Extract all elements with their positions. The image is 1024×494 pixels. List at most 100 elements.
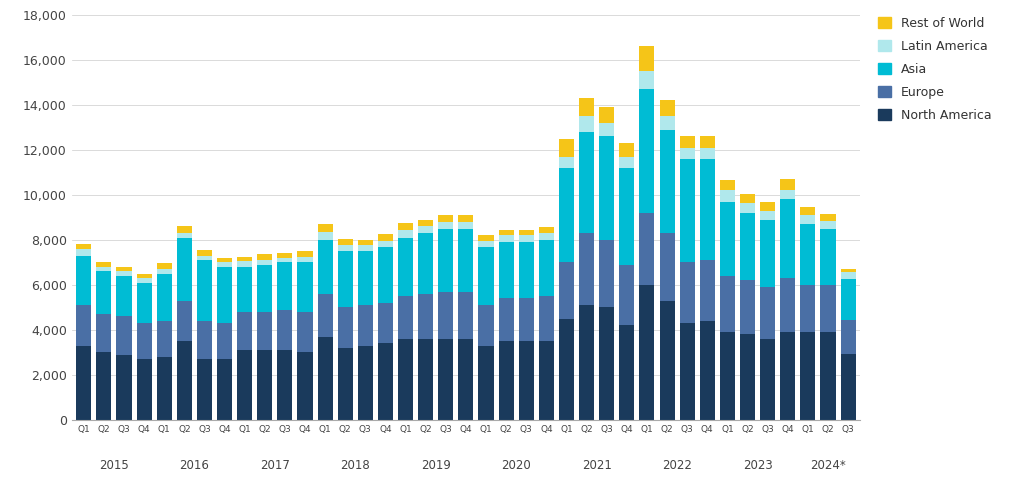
Bar: [378, 241, 393, 247]
Bar: [238, 350, 252, 420]
Bar: [96, 262, 112, 267]
Bar: [499, 298, 514, 341]
Bar: [559, 168, 574, 262]
Bar: [338, 348, 353, 420]
Bar: [699, 159, 715, 260]
Bar: [297, 257, 312, 262]
Text: 2023: 2023: [742, 459, 772, 472]
Bar: [599, 240, 614, 307]
Bar: [76, 255, 91, 305]
Bar: [317, 240, 333, 294]
Text: 2017: 2017: [260, 459, 290, 472]
Text: 2024*: 2024*: [810, 459, 846, 472]
Bar: [398, 339, 413, 420]
Bar: [539, 296, 554, 341]
Bar: [177, 233, 191, 238]
Bar: [720, 276, 735, 332]
Bar: [599, 123, 614, 136]
Bar: [197, 255, 212, 260]
Bar: [357, 240, 373, 246]
Bar: [96, 271, 112, 314]
Bar: [478, 305, 494, 346]
Bar: [197, 359, 212, 420]
Bar: [357, 246, 373, 251]
Bar: [519, 341, 534, 420]
Bar: [76, 305, 91, 346]
Bar: [438, 291, 454, 339]
Bar: [257, 265, 272, 312]
Bar: [720, 180, 735, 190]
Bar: [478, 235, 494, 241]
Bar: [278, 310, 293, 350]
Bar: [217, 359, 232, 420]
Text: 2016: 2016: [179, 459, 209, 472]
Bar: [157, 321, 172, 357]
Bar: [238, 257, 252, 261]
Bar: [740, 203, 755, 213]
Bar: [459, 215, 473, 222]
Bar: [297, 262, 312, 312]
Bar: [398, 223, 413, 230]
Bar: [418, 233, 433, 294]
Bar: [620, 168, 635, 265]
Text: 2022: 2022: [663, 459, 692, 472]
Bar: [801, 207, 815, 215]
Bar: [317, 232, 333, 240]
Legend: Rest of World, Latin America, Asia, Europe, North America: Rest of World, Latin America, Asia, Euro…: [874, 13, 995, 125]
Bar: [157, 269, 172, 274]
Bar: [177, 301, 191, 341]
Bar: [680, 148, 694, 159]
Bar: [418, 294, 433, 339]
Bar: [639, 285, 654, 420]
Bar: [579, 116, 594, 132]
Bar: [278, 262, 293, 310]
Bar: [639, 46, 654, 71]
Bar: [559, 262, 574, 319]
Bar: [620, 143, 635, 157]
Text: 2020: 2020: [502, 459, 531, 472]
Bar: [238, 261, 252, 267]
Bar: [841, 320, 856, 354]
Bar: [820, 332, 836, 420]
Bar: [559, 139, 574, 157]
Bar: [418, 339, 433, 420]
Bar: [659, 301, 675, 420]
Bar: [418, 220, 433, 226]
Bar: [801, 332, 815, 420]
Bar: [579, 132, 594, 233]
Bar: [136, 323, 152, 359]
Bar: [438, 339, 454, 420]
Bar: [820, 285, 836, 332]
Bar: [136, 274, 152, 278]
Bar: [499, 341, 514, 420]
Bar: [620, 157, 635, 168]
Bar: [760, 202, 775, 210]
Bar: [197, 321, 212, 359]
Bar: [740, 334, 755, 420]
Bar: [599, 107, 614, 123]
Bar: [157, 263, 172, 269]
Bar: [136, 283, 152, 323]
Bar: [378, 343, 393, 420]
Bar: [499, 242, 514, 298]
Bar: [841, 269, 856, 273]
Text: 2015: 2015: [99, 459, 129, 472]
Bar: [378, 303, 393, 343]
Text: 2021: 2021: [582, 459, 611, 472]
Bar: [217, 258, 232, 262]
Bar: [459, 291, 473, 339]
Bar: [559, 157, 574, 168]
Bar: [659, 100, 675, 116]
Bar: [438, 222, 454, 229]
Bar: [197, 260, 212, 321]
Bar: [357, 346, 373, 420]
Bar: [177, 341, 191, 420]
Bar: [238, 312, 252, 350]
Bar: [620, 265, 635, 326]
Bar: [157, 357, 172, 420]
Bar: [317, 224, 333, 232]
Text: 2018: 2018: [340, 459, 370, 472]
Bar: [820, 229, 836, 285]
Bar: [599, 136, 614, 240]
Bar: [720, 332, 735, 420]
